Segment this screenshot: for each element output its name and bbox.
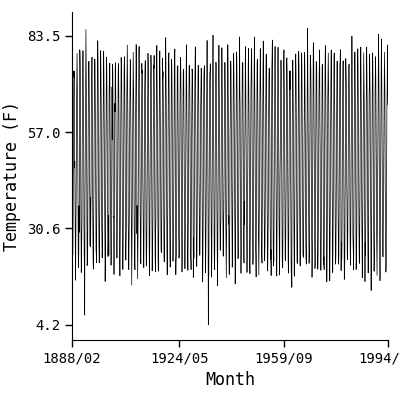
- X-axis label: Month: Month: [205, 371, 255, 389]
- Y-axis label: Temperature (F): Temperature (F): [3, 101, 21, 251]
